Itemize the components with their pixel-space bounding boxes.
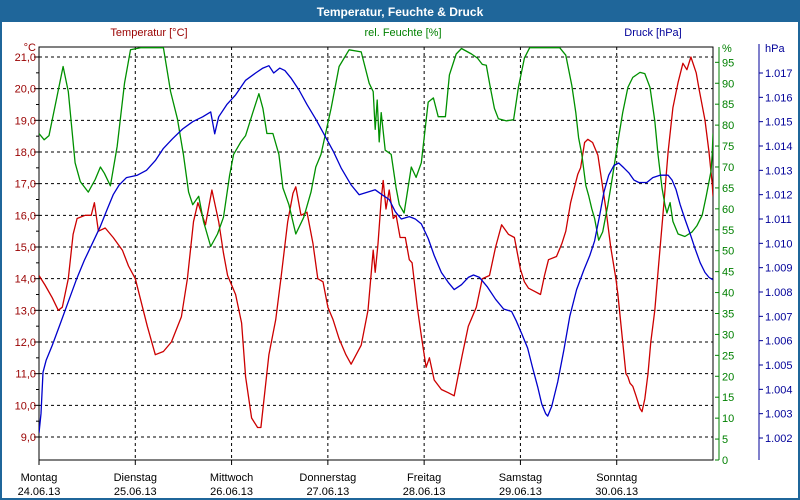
svg-text:1.012: 1.012: [765, 190, 793, 202]
day-axis: Montag 24.06.13 Dienstag 25.06.13 Mittwoch 26…: [18, 460, 638, 498]
svg-text:1.004: 1.004: [765, 384, 793, 396]
legend-humidity: rel. Feuchte [%]: [364, 27, 442, 39]
svg-text:55: 55: [722, 225, 734, 237]
svg-text:hPa: hPa: [765, 43, 785, 55]
temperature-axis: 21,0 20,0 19,0 18,0 17,0 16,0 15,0 14,0 13,0 12,0…: [15, 42, 39, 444]
svg-text:16,0: 16,0: [15, 210, 36, 222]
svg-text:10: 10: [722, 413, 734, 425]
plot-border: [38, 46, 714, 461]
svg-text:26.06.13: 26.06.13: [210, 486, 253, 498]
svg-text:1.017: 1.017: [765, 68, 793, 80]
svg-text:11,0: 11,0: [15, 369, 36, 381]
humidity-curve: [39, 47, 713, 248]
svg-text:0: 0: [722, 455, 728, 467]
svg-text:19,0: 19,0: [15, 115, 36, 127]
svg-text:28.06.13: 28.06.13: [403, 486, 446, 498]
svg-text:65: 65: [722, 183, 734, 195]
svg-text:Dienstag: Dienstag: [114, 472, 157, 484]
svg-text:Montag: Montag: [21, 472, 58, 484]
svg-text:%: %: [722, 43, 732, 55]
pressure-axis: 1.017 1.016 1.015 1.014 1.013 1.012 1.011 1.010…: [758, 43, 793, 460]
svg-text:Donnerstag: Donnerstag: [299, 472, 356, 484]
svg-text:Freitag: Freitag: [407, 472, 441, 484]
svg-text:95: 95: [722, 57, 734, 69]
svg-text:21,0: 21,0: [15, 52, 36, 64]
svg-text:1.006: 1.006: [765, 336, 793, 348]
svg-text:25.06.13: 25.06.13: [114, 486, 157, 498]
svg-text:17,0: 17,0: [15, 179, 36, 191]
svg-text:45: 45: [722, 267, 734, 279]
svg-text:10,0: 10,0: [15, 400, 36, 412]
svg-text:29.06.13: 29.06.13: [499, 486, 542, 498]
svg-text:14,0: 14,0: [15, 274, 36, 286]
svg-text:1.016: 1.016: [765, 92, 793, 104]
svg-text:35: 35: [722, 308, 734, 320]
svg-text:13,0: 13,0: [15, 305, 36, 317]
svg-text:1.003: 1.003: [765, 409, 793, 421]
svg-text:90: 90: [722, 78, 734, 90]
svg-text:12,0: 12,0: [15, 337, 36, 349]
svg-text:1.014: 1.014: [765, 141, 793, 153]
legend-temperature: Temperatur [°C]: [110, 27, 188, 39]
svg-text:24.06.13: 24.06.13: [18, 486, 61, 498]
legend-pressure: Druck [hPa]: [624, 27, 682, 39]
svg-text:1.008: 1.008: [765, 287, 793, 299]
svg-text:70: 70: [722, 162, 734, 174]
svg-text:1.011: 1.011: [765, 214, 792, 226]
svg-text:50: 50: [722, 246, 734, 258]
svg-text:1.015: 1.015: [765, 117, 793, 129]
svg-text:27.06.13: 27.06.13: [306, 486, 349, 498]
svg-text:20: 20: [722, 371, 734, 383]
svg-text:15: 15: [722, 392, 734, 404]
svg-text:1.013: 1.013: [765, 165, 793, 177]
svg-text:Mittwoch: Mittwoch: [210, 472, 253, 484]
svg-text:30: 30: [722, 329, 734, 341]
svg-text:20,0: 20,0: [15, 84, 36, 96]
svg-text:1.010: 1.010: [765, 238, 793, 250]
svg-text:18,0: 18,0: [15, 147, 36, 159]
svg-text:Sonntag: Sonntag: [596, 472, 637, 484]
window-title: Temperatur, Feuchte & Druck: [316, 5, 484, 19]
svg-text:30.06.13: 30.06.13: [595, 486, 638, 498]
svg-text:1.007: 1.007: [765, 311, 793, 323]
svg-text:9,0: 9,0: [21, 432, 36, 444]
svg-text:°C: °C: [24, 42, 36, 54]
svg-text:15,0: 15,0: [15, 242, 36, 254]
svg-text:1.005: 1.005: [765, 360, 793, 372]
svg-text:85: 85: [722, 99, 734, 111]
temperature-curve: [39, 56, 713, 429]
svg-text:25: 25: [722, 350, 734, 362]
pressure-curve: [39, 65, 713, 434]
svg-text:Samstag: Samstag: [499, 472, 542, 484]
svg-text:40: 40: [722, 288, 734, 300]
svg-text:60: 60: [722, 204, 734, 216]
svg-text:5: 5: [722, 434, 728, 446]
svg-text:80: 80: [722, 120, 734, 132]
svg-text:75: 75: [722, 141, 734, 153]
svg-text:1.002: 1.002: [765, 433, 793, 445]
window-titlebar: Temperatur, Feuchte & Druck: [2, 2, 798, 22]
svg-text:1.009: 1.009: [765, 263, 793, 275]
